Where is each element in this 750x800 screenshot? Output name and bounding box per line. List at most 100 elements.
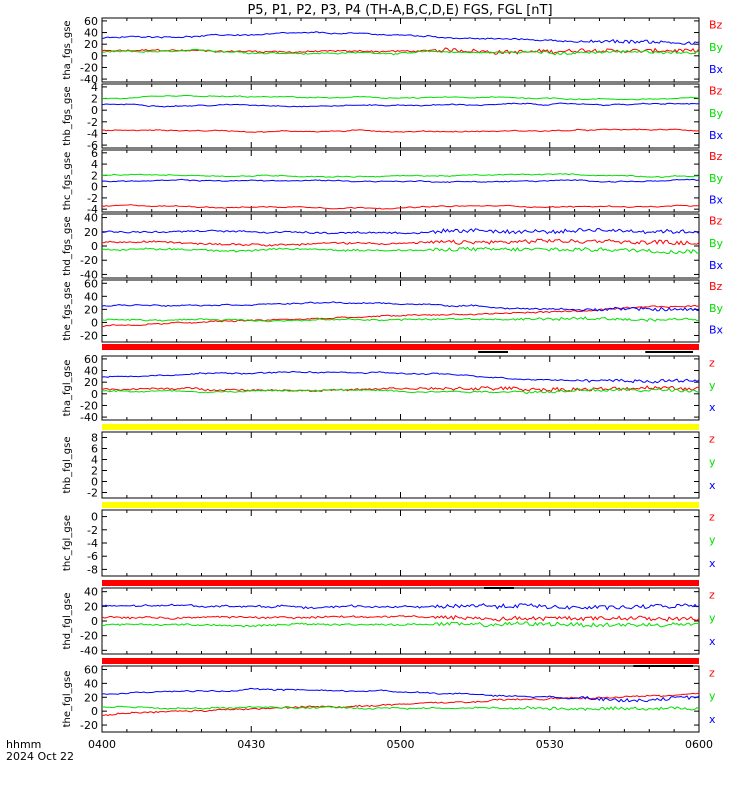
y-axis-label: thd_fgs_gse [62, 216, 73, 275]
series-line-By [101, 48, 700, 56]
y-tick-label: -6 [87, 139, 98, 152]
y-tick-label: 40 [84, 290, 98, 303]
y-tick-label: -4 [87, 127, 98, 140]
series-line-x [101, 687, 700, 703]
legend-label-Bx: Bx [709, 324, 724, 337]
y-axis-label: thc_fgl_gse [62, 515, 73, 571]
legend-label-y: y [709, 456, 716, 469]
chart-title: P5, P1, P2, P3, P4 (TH-A,B,C,D,E) FGS, F… [247, 3, 552, 18]
status-bar [102, 502, 699, 508]
series-line-By [101, 173, 700, 178]
panel-frame [101, 279, 700, 343]
legend-label-z: z [709, 356, 715, 369]
series-line-z [101, 385, 700, 393]
panel-frame [101, 213, 700, 279]
y-tick-label: -40 [80, 73, 98, 86]
y-tick-label: -8 [87, 563, 98, 576]
y-tick-label: 40 [84, 677, 98, 690]
legend-label-x: x [709, 401, 716, 414]
panel-frame [101, 83, 700, 149]
y-axis-label: thb_fgs_gse [62, 86, 73, 145]
series-line-y [101, 621, 700, 628]
status-bar-segment [484, 587, 514, 589]
y-tick-label: -20 [80, 254, 98, 267]
x-tick-label: 0600 [685, 738, 713, 751]
y-tick-label: 0 [91, 705, 98, 718]
y-tick-label: -4 [87, 203, 98, 216]
x-tick-label: 0400 [88, 738, 116, 751]
y-tick-label: 8 [91, 432, 98, 445]
y-tick-label: 0 [91, 511, 98, 524]
y-tick-label: -20 [80, 61, 98, 74]
legend-label-Bz: Bz [709, 150, 723, 163]
y-tick-label: 2 [91, 93, 98, 106]
series-line-Bx [101, 178, 700, 184]
legend-label-By: By [709, 172, 724, 185]
y-tick-label: 40 [84, 27, 98, 40]
y-tick-label: 4 [91, 81, 98, 94]
status-bar [102, 658, 699, 664]
y-tick-label: 40 [84, 586, 98, 599]
legend-label-Bz: Bz [709, 84, 723, 97]
y-tick-label: 40 [84, 212, 98, 225]
y-tick-label: 0 [91, 240, 98, 253]
legend-label-z: z [709, 433, 715, 446]
y-tick-label: 20 [84, 303, 98, 316]
legend-label-Bx: Bx [709, 129, 724, 142]
status-bar-segment [478, 351, 508, 353]
legend-label-z: z [709, 589, 715, 602]
series-line-Bz [101, 128, 700, 133]
legend-label-y: y [709, 534, 716, 547]
y-axis-label: the_fgl_gse [62, 671, 73, 728]
y-tick-label: 2 [91, 465, 98, 478]
legend-label-Bz: Bz [709, 280, 723, 293]
legend-label-z: z [709, 667, 715, 680]
panel-thc_fgl_gse: 0-2-4-6-8 thc_fgl_gse zyx [62, 509, 716, 577]
y-tick-label: -6 [87, 550, 98, 563]
x-tick-label: 0530 [536, 738, 564, 751]
series-line-x [101, 603, 700, 611]
legend-label-x: x [709, 479, 716, 492]
y-tick-label: 20 [84, 38, 98, 51]
legend-label-x: x [709, 635, 716, 648]
y-tick-label: 6 [91, 147, 98, 160]
legend-label-Bx: Bx [709, 63, 724, 76]
y-tick-label: 4 [91, 454, 98, 467]
y-tick-label: 20 [84, 226, 98, 239]
y-tick-label: -2 [87, 192, 98, 205]
series-line-Bz [101, 204, 700, 210]
y-tick-label: -2 [87, 116, 98, 129]
series-line-z [101, 615, 700, 622]
status-bar [102, 344, 699, 350]
y-tick-label: 0 [91, 615, 98, 628]
series-line-Bx [101, 301, 700, 312]
series-line-Bz [101, 238, 700, 247]
y-tick-label: 20 [84, 376, 98, 389]
x-axis-corner-label-1: hhmm [6, 738, 41, 751]
y-axis-label: tha_fgl_gse [62, 360, 73, 417]
status-bar-segment [633, 665, 694, 667]
y-axis-label: thb_fgl_gse [62, 437, 73, 494]
y-tick-label: -40 [80, 411, 98, 424]
series-line-Bx [101, 227, 700, 235]
y-tick-label: 20 [84, 600, 98, 613]
series-line-Bz [101, 47, 700, 55]
status-bar [102, 424, 699, 430]
y-tick-label: -40 [80, 644, 98, 657]
x-axis-corner-label-2: 2024 Oct 22 [6, 750, 74, 763]
y-tick-label: 20 [84, 691, 98, 704]
panel-frame [101, 431, 700, 499]
y-tick-label: 6 [91, 443, 98, 456]
y-tick-label: 60 [84, 353, 98, 366]
series-line-y [101, 387, 700, 394]
panel-frame [101, 587, 700, 655]
status-bar [102, 580, 699, 586]
